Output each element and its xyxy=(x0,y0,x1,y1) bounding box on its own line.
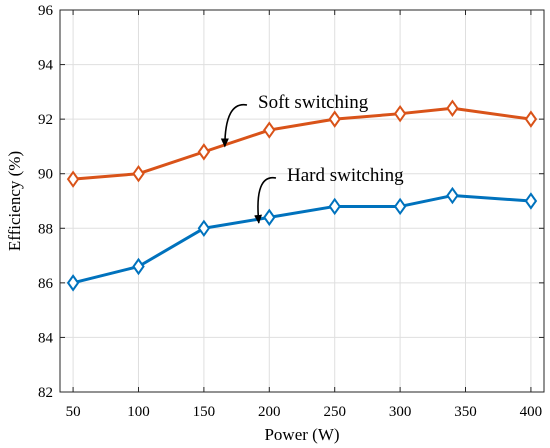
x-tick-label: 350 xyxy=(454,404,477,420)
x-tick-label: 150 xyxy=(193,404,216,420)
annotations: Soft switching Hard switching xyxy=(220,92,404,224)
y-tick-label: 82 xyxy=(38,385,53,401)
data-point xyxy=(328,197,341,216)
y-tick-label: 94 xyxy=(38,58,54,74)
x-tick-label: 250 xyxy=(323,404,346,420)
x-tick-label: 50 xyxy=(66,404,81,420)
data-point xyxy=(132,164,145,183)
x-tick-label: 100 xyxy=(127,404,150,420)
data-point xyxy=(263,121,276,139)
y-tick-label: 96 xyxy=(38,3,54,19)
data-point xyxy=(328,110,341,128)
data-point xyxy=(197,219,211,238)
data-series xyxy=(66,99,538,292)
annotation-label: Hard switching xyxy=(287,165,404,186)
data-point xyxy=(446,99,459,117)
y-axis-label: Efficiency (%) xyxy=(5,151,24,251)
data-point xyxy=(446,186,459,205)
y-tick-label: 86 xyxy=(38,276,54,292)
annotation-arrow xyxy=(220,103,248,148)
plot-frame xyxy=(59,9,545,393)
data-point xyxy=(197,143,211,161)
y-tick-label: 92 xyxy=(38,112,53,128)
data-point xyxy=(393,104,407,123)
axis-ticks: 50 100 150 200 250 300 350 400 82 84 86 88 90 92 94 96 xyxy=(38,3,544,420)
annotation-arrow xyxy=(254,177,277,224)
data-point xyxy=(524,110,538,128)
y-tick-label: 84 xyxy=(38,330,54,346)
grid-lines xyxy=(60,9,544,393)
data-point xyxy=(524,192,538,210)
annotation-label: Soft switching xyxy=(258,92,369,113)
data-point xyxy=(66,274,80,292)
data-point xyxy=(132,257,145,276)
data-point xyxy=(263,208,276,227)
x-tick-label: 200 xyxy=(258,404,281,420)
x-tick-label: 400 xyxy=(520,404,543,420)
series-line-0 xyxy=(72,106,532,181)
data-point xyxy=(66,170,80,188)
x-axis-label: Power (W) xyxy=(264,425,339,444)
x-tick-label: 300 xyxy=(389,404,412,420)
y-tick-label: 90 xyxy=(38,167,53,183)
y-tick-label: 88 xyxy=(38,221,53,237)
data-point xyxy=(393,197,407,216)
series-line-1 xyxy=(72,194,532,285)
